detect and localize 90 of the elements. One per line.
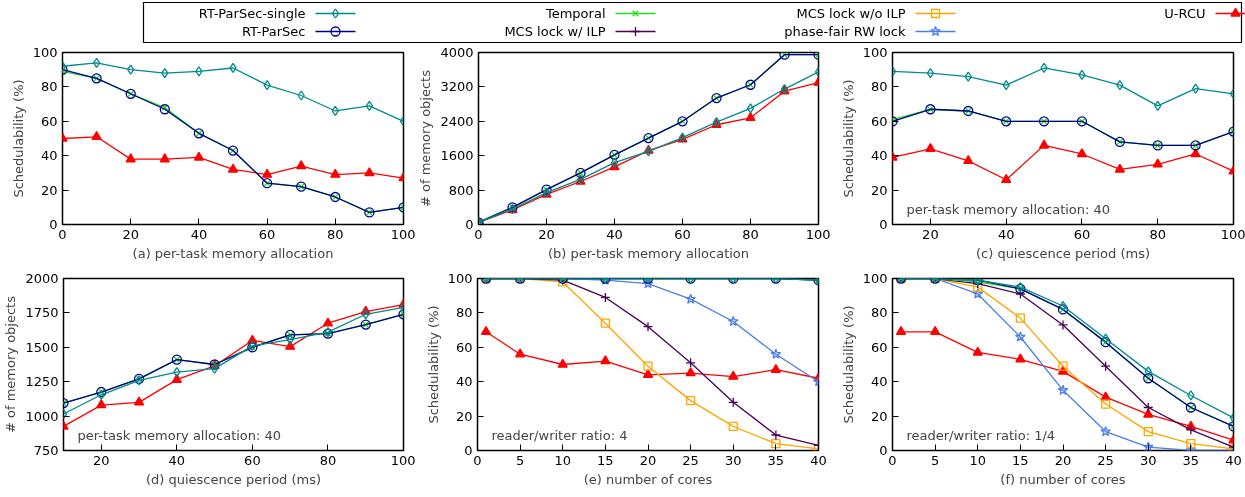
y-tick-label: 80 bbox=[870, 79, 888, 95]
legend-label: U-RCU bbox=[1164, 6, 1206, 21]
y-tick-label: 100 bbox=[32, 45, 58, 60]
x-tick-label: 25 bbox=[682, 452, 699, 468]
legend-label: MCS lock w/o ILP bbox=[796, 6, 906, 21]
legend-label: RT-ParSec-single bbox=[198, 6, 306, 21]
x-tick-label: 80 bbox=[1149, 226, 1166, 242]
y-tick-label: 20 bbox=[870, 408, 888, 424]
x-tick-label: 5 bbox=[930, 452, 940, 468]
y-tick-label: 60 bbox=[40, 113, 58, 129]
y-tick-label: 750 bbox=[33, 443, 59, 458]
x-tick-label: 35 bbox=[767, 452, 785, 468]
x-tick-label: 25 bbox=[1097, 452, 1114, 468]
x-tick-label: 40 bbox=[1225, 452, 1242, 468]
y-tick-label: 4000 bbox=[440, 45, 474, 60]
y-tick-label: 20 bbox=[870, 182, 888, 198]
y-tick-label: 60 bbox=[870, 113, 888, 129]
y-tick-label: 20 bbox=[455, 408, 473, 424]
y-tick-label: 40 bbox=[870, 148, 888, 164]
x-tick-label: 100 bbox=[390, 452, 416, 468]
y-tick-label: 800 bbox=[448, 182, 474, 198]
x-tick-label: 15 bbox=[597, 452, 614, 468]
y-tick-label: 40 bbox=[870, 374, 888, 390]
x-tick-label: 10 bbox=[969, 452, 987, 468]
y-tick-label: 60 bbox=[870, 339, 888, 355]
legend-label: RT-ParSec bbox=[242, 24, 306, 39]
legend-label: MCS lock w/ ILP bbox=[504, 24, 606, 39]
x-axis-title: (c) quiescence period (ms) bbox=[975, 245, 1151, 261]
y-tick-label: 100 bbox=[862, 45, 888, 60]
x-tick-label: 80 bbox=[742, 226, 759, 242]
x-tick-label: 35 bbox=[1182, 452, 1200, 468]
x-tick-label: 60 bbox=[674, 226, 691, 242]
x-tick-label: 60 bbox=[244, 452, 261, 468]
x-tick-label: 20 bbox=[122, 226, 139, 242]
annotation: reader/writer ratio: 1/4 bbox=[906, 427, 1056, 443]
x-tick-label: 20 bbox=[1054, 452, 1072, 468]
x-tick-label: 10 bbox=[554, 452, 572, 468]
y-tick-label: 60 bbox=[455, 339, 473, 355]
y-tick-label: 80 bbox=[870, 305, 888, 321]
y-axis-title: Schedulability (%) bbox=[840, 79, 856, 198]
x-tick-label: 40 bbox=[606, 226, 623, 242]
x-tick-label: 20 bbox=[639, 452, 657, 468]
y-tick-label: 40 bbox=[455, 374, 473, 390]
y-tick-label: 2000 bbox=[25, 271, 59, 286]
x-tick-label: 80 bbox=[319, 452, 337, 468]
x-tick-label: 100 bbox=[805, 226, 831, 242]
y-tick-label: 1600 bbox=[440, 148, 474, 164]
y-tick-label: 1250 bbox=[25, 374, 59, 390]
x-tick-label: 100 bbox=[390, 226, 416, 242]
y-tick-label: 80 bbox=[40, 79, 58, 95]
y-tick-label: 2400 bbox=[440, 113, 474, 129]
y-tick-label: 1000 bbox=[25, 408, 59, 424]
y-tick-label: 100 bbox=[862, 271, 888, 286]
x-tick-label: 30 bbox=[1139, 452, 1157, 468]
x-tick-label: 80 bbox=[327, 226, 344, 242]
y-axis-title: # of memory objects bbox=[3, 295, 19, 433]
y-tick-label: 1500 bbox=[25, 339, 59, 355]
y-tick-label: 20 bbox=[40, 182, 58, 198]
y-tick-label: 3200 bbox=[440, 79, 474, 95]
annotation: reader/writer ratio: 4 bbox=[491, 427, 628, 443]
x-tick-label: 60 bbox=[1073, 226, 1091, 242]
legend-label: phase-fair RW lock bbox=[784, 24, 906, 39]
y-tick-label: 100 bbox=[447, 271, 473, 286]
y-tick-label: 40 bbox=[40, 148, 58, 164]
x-tick-label: 15 bbox=[1012, 452, 1029, 468]
y-axis-title: Schedulability (%) bbox=[10, 79, 26, 198]
x-axis-title: (d) quiescence period (ms) bbox=[145, 471, 322, 487]
y-axis-title: Schedulability (%) bbox=[425, 305, 441, 424]
x-axis-title: (f) number of cores bbox=[1000, 471, 1126, 487]
y-axis-title: # of memory objects bbox=[418, 69, 434, 207]
x-tick-label: 40 bbox=[168, 452, 186, 468]
x-tick-label: 100 bbox=[1220, 226, 1245, 242]
x-tick-label: 20 bbox=[93, 452, 110, 468]
y-tick-label: 80 bbox=[455, 305, 473, 321]
x-axis-title: (e) number of cores bbox=[583, 471, 713, 487]
x-tick-label: 60 bbox=[258, 226, 276, 242]
y-axis-title: Schedulability (%) bbox=[840, 305, 856, 424]
x-tick-label: 20 bbox=[922, 226, 939, 242]
x-tick-label: 5 bbox=[515, 452, 525, 468]
annotation: per-task memory allocation: 40 bbox=[77, 427, 282, 443]
legend-label: Temporal bbox=[544, 6, 606, 21]
x-tick-label: 20 bbox=[538, 226, 555, 242]
y-tick-label: 1750 bbox=[25, 305, 59, 321]
x-axis-title: (a) per-task memory allocation bbox=[132, 245, 334, 261]
x-tick-label: 30 bbox=[724, 452, 742, 468]
annotation: per-task memory allocation: 40 bbox=[906, 201, 1111, 217]
x-tick-label: 40 bbox=[997, 226, 1015, 242]
x-tick-label: 40 bbox=[190, 226, 208, 242]
x-tick-label: 40 bbox=[810, 452, 827, 468]
x-axis-title: (b) per-task memory allocation bbox=[547, 245, 750, 261]
